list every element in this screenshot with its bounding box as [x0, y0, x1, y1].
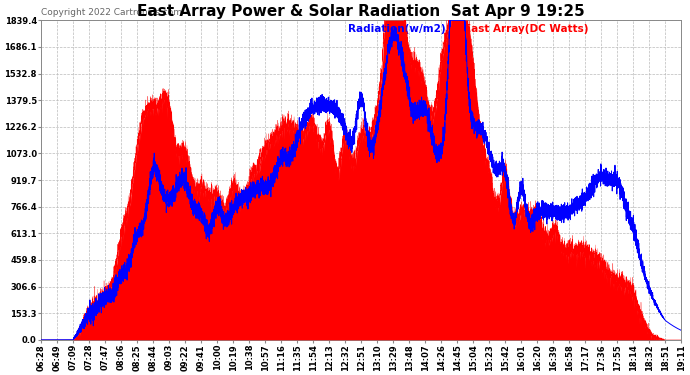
Text: Radiation(w/m2): Radiation(w/m2) — [348, 24, 446, 33]
Title: East Array Power & Solar Radiation  Sat Apr 9 19:25: East Array Power & Solar Radiation Sat A… — [137, 4, 585, 19]
Text: Copyright 2022 Cartronics.com: Copyright 2022 Cartronics.com — [41, 8, 182, 17]
Text: East Array(DC Watts): East Array(DC Watts) — [464, 24, 588, 33]
